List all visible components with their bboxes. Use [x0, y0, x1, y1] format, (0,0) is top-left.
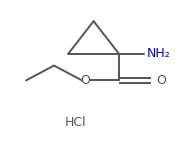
Text: HCl: HCl: [65, 116, 86, 129]
Text: O: O: [81, 74, 90, 87]
Text: O: O: [157, 74, 166, 87]
Text: NH₂: NH₂: [147, 47, 170, 60]
